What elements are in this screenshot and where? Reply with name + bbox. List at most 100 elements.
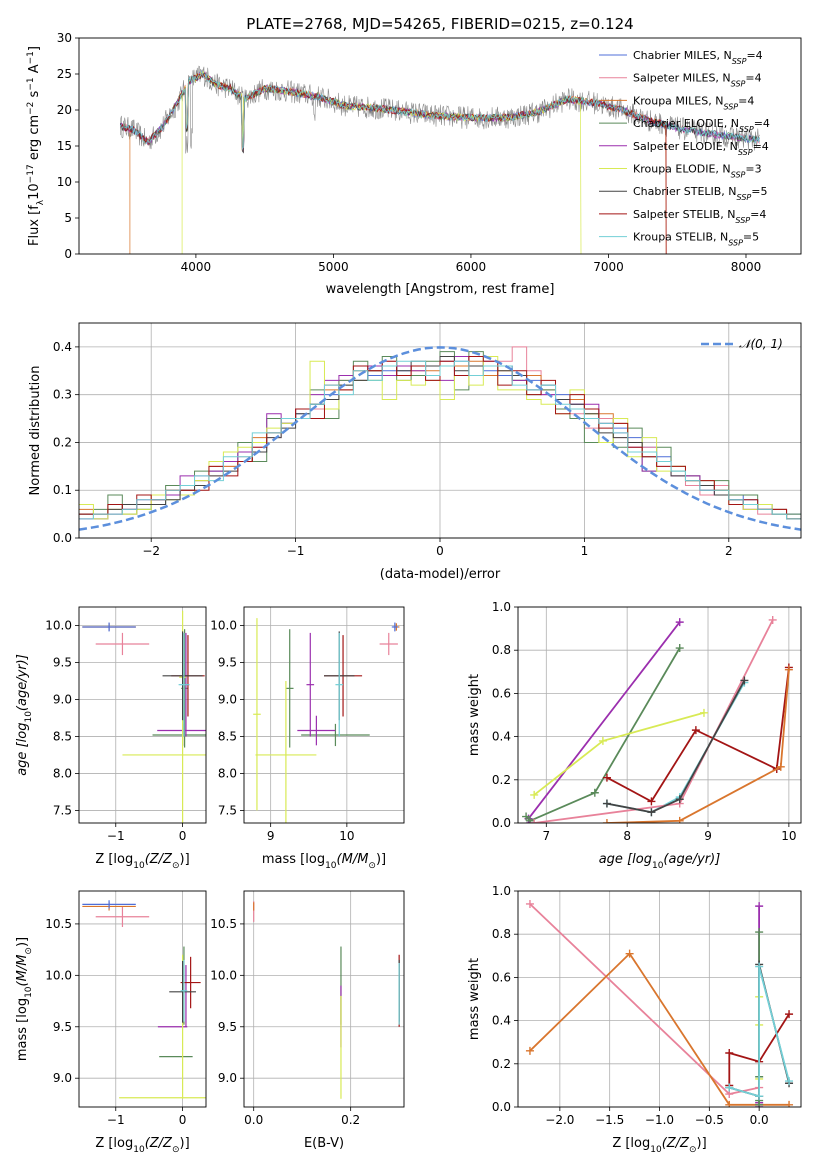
legend-label-6: Chabrier STELIB, NSSP=5: [633, 185, 767, 202]
z_age-point-2: [82, 622, 136, 632]
age_weight-marker-5-0: [530, 819, 539, 823]
z_mass-ytick-label-2: 10.0: [45, 968, 72, 982]
z_weight-xtick-label-3: −0.5: [695, 1113, 724, 1127]
z_weight-ytick-label-3: 0.6: [492, 970, 511, 984]
legend-label-1: Salpeter MILES, NSSP=4: [633, 72, 762, 89]
spectrum-ytick-label-5: 25: [57, 67, 72, 81]
z_weight-ytick-label-1: 0.2: [492, 1057, 511, 1071]
age_weight-line-6: [606, 679, 746, 814]
age_weight-marker-6-3: [740, 676, 749, 685]
z_weight-marker-7-2: [755, 962, 764, 971]
age_weight-marker-7-0: [602, 819, 611, 823]
spectrum-xtick-label-0: 4000: [181, 260, 212, 274]
legend-normal-label: 𝒩(0, 1): [739, 337, 783, 351]
mass_age-ytick-label-5: 10.0: [210, 618, 237, 632]
mass_age-point-2: [391, 622, 398, 632]
z_weight-xtick-label-2: −1.0: [645, 1113, 674, 1127]
ebv_mass-ytick-label-0: 9.0: [218, 1071, 237, 1085]
z_weight-plot-area: [525, 899, 794, 1107]
legend-label-4: Salpeter ELODIE, NSSP=4: [633, 140, 769, 157]
z_mass-xtick-label-0: −1: [107, 1113, 125, 1127]
z_weight-marker-3-1: [755, 928, 764, 937]
z_mass-xlabel: Z [log10(Z/Z⊙)]: [95, 1136, 189, 1155]
ebv_mass-frame: [243, 890, 405, 1108]
z_weight-frame: [517, 890, 802, 1108]
age-weight-panel: 7 8 9 10 0.0 0.2 0.4 0.6 0.8 1.0 age [log10(age/yr…: [467, 600, 802, 871]
z_mass-point-11: [180, 959, 188, 1022]
z_weight-marker-2-1: [755, 902, 764, 911]
residuals-xtick-label-0: −2: [142, 544, 160, 558]
age_weight-marker-3-1: [647, 797, 656, 806]
age_weight-ytick-label-0: 0.0: [492, 816, 511, 830]
z_age-ytick-label-3: 9.0: [53, 692, 72, 706]
spectrum-xtick-label-3: 7000: [593, 260, 624, 274]
legend-label-3: Chabrier ELODIE, NSSP=4: [633, 117, 770, 134]
z_weight-marker-5-3: [785, 1010, 794, 1019]
z_age-plot-area: [82, 610, 206, 823]
age_weight-xlabel: age [log10(age/yr)]: [599, 852, 721, 871]
age_weight-frame: [517, 606, 802, 824]
z_age-ytick-label-2: 8.5: [53, 729, 72, 743]
spectrum-ytick-label-0: 0: [64, 247, 72, 261]
mass_age-point-7: [255, 680, 317, 823]
age_weight-ytick-label-4: 0.8: [492, 643, 511, 657]
legend-label-2: Kroupa MILES, NSSP=4: [633, 94, 754, 111]
residuals-ytick-label-3: 0.3: [53, 388, 72, 402]
z_mass-point-2: [82, 900, 136, 909]
z_weight-marker-1-3: [785, 1100, 794, 1107]
mass_age-point-3: [301, 723, 370, 747]
age_weight-marker-7-1: [675, 816, 684, 823]
z_mass-point-10: [169, 960, 196, 1023]
mass_age-xtick-label-1: 10: [339, 829, 354, 843]
z_weight-line-0: [529, 903, 760, 1095]
age_weight-marker-1-2: [590, 788, 599, 797]
age_weight-xtick-label-0: 7: [542, 829, 550, 843]
mass_age-ytick-label-0: 7.5: [218, 803, 237, 817]
spectrum-ytick-label-2: 10: [57, 175, 72, 189]
z_weight-line-5: [728, 1013, 790, 1086]
z_age-ylabel: age [log10(age/yr)]: [15, 654, 34, 776]
residuals-xtick-label-3: 1: [581, 544, 589, 558]
z_weight-marker-7-3: [785, 1077, 794, 1086]
residuals-xtick-label-2: 0: [436, 544, 444, 558]
z_weight-xlabel: Z [log10(Z/Z⊙)]: [612, 1136, 706, 1155]
z_weight-xtick-label-4: 0.0: [750, 1113, 769, 1127]
mass_age-ytick-label-2: 8.5: [218, 729, 237, 743]
spectrum-xtick-label-1: 5000: [318, 260, 349, 274]
z_mass-frame: [78, 890, 207, 1108]
z_weight-xtick-label-1: −1.5: [595, 1113, 624, 1127]
age_weight-ytick-label-1: 0.2: [492, 773, 511, 787]
spectrum-ytick-label-6: 30: [57, 31, 72, 45]
residuals-xtick-label-4: 2: [725, 544, 733, 558]
spectrum-model-line-8: [119, 70, 760, 151]
spectrum-xtick-label-4: 8000: [731, 260, 762, 274]
mass_age-plot-area: [253, 618, 400, 823]
residuals-xtick-label-1: −1: [287, 544, 305, 558]
spectrum-plot-area: [119, 65, 760, 254]
z_weight-marker-1-0: [525, 1046, 534, 1055]
ebv-mass-panel: 0.0 0.2 9.0 9.5 10.0 10.5 E(B-V): [210, 890, 405, 1151]
ebv_mass-plot-area: [253, 901, 400, 1099]
mass-age-panel: 9 10 7.5 8.0 8.5 9.0 9.5 10.0 mass [log10(M/M⊙)]: [210, 606, 405, 871]
z_weight-marker-7-0: [725, 1083, 734, 1092]
z_weight-ytick-label-5: 1.0: [492, 884, 511, 898]
histogram-step-3: [79, 351, 801, 515]
spectrum-ytick-label-4: 20: [57, 103, 72, 117]
age_weight-marker-2-0: [530, 790, 539, 799]
z_age-xtick-label-0: −1: [107, 829, 125, 843]
mass_age-ytick-label-4: 9.5: [218, 655, 237, 669]
z_weight-ytick-label-0: 0.0: [492, 1100, 511, 1114]
normal-curve: [79, 346, 801, 531]
ebv_mass-xlabel: E(B-V): [304, 1136, 344, 1151]
age_weight-marker-1-3: [675, 644, 684, 653]
z_mass-point-0: [95, 906, 150, 927]
age_weight-marker-6-0: [602, 799, 611, 808]
legend-label-0: Chabrier MILES, NSSP=4: [633, 49, 763, 66]
z_weight-ytick-label-2: 0.4: [492, 1014, 511, 1028]
z_mass-ylabel: mass [log10(M/M⊙)]: [15, 937, 34, 1061]
mass_age-xtick-label-0: 9: [267, 829, 275, 843]
age_weight-xtick-label-3: 10: [781, 829, 796, 843]
z_weight-ylabel: mass weight: [467, 958, 482, 1040]
z_weight-marker-0-0: [525, 899, 534, 908]
